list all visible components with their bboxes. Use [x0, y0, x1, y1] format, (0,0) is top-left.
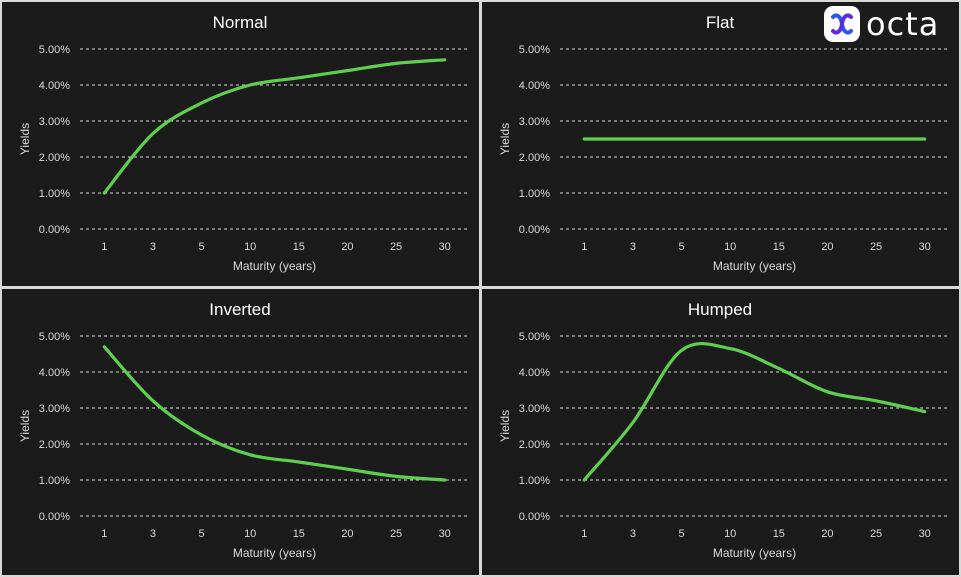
chart-svg-humped: Humped 0.00% 1.00% 2.00% 3.00% 4.00% 5.00% 1 3 5 1… — [498, 300, 949, 560]
x-axis-label: Maturity (years) — [713, 546, 796, 560]
octa-logo-icon — [824, 6, 860, 42]
y-tick-label: 0.00% — [519, 224, 550, 236]
y-tick-label: 0.00% — [519, 511, 550, 523]
x-tick-label: 25 — [390, 528, 402, 540]
x-tick-label: 1 — [101, 528, 107, 540]
y-tick-label: 2.00% — [39, 152, 70, 164]
y-tick-label: 1.00% — [519, 188, 550, 200]
x-tick-label: 20 — [341, 241, 353, 253]
brand-logo: octa — [824, 6, 952, 42]
x-tick-label: 5 — [199, 528, 205, 540]
y-tick-label: 1.00% — [39, 188, 70, 200]
y-tick-label: 4.00% — [519, 80, 550, 92]
x-axis-label: Maturity (years) — [713, 259, 796, 273]
y-axis-label: Yields — [498, 410, 512, 442]
chart-panel-flat: Flat 0.00% 1.00% 2.00% 3.00% 4.00% 5.00% 1 3 5 10 1… — [482, 2, 959, 286]
chart-panel-humped: Humped 0.00% 1.00% 2.00% 3.00% 4.00% 5.00% 1 3 5 1… — [482, 289, 959, 575]
y-tick-label: 0.00% — [39, 511, 70, 523]
x-tick-label: 5 — [199, 241, 205, 253]
chart-svg-inverted: Inverted 0.00% 1.00% 2.00% 3.00% 4.00% 5.00% 1 3… — [18, 300, 469, 560]
x-tick-label: 15 — [773, 528, 785, 540]
x-tick-label: 20 — [821, 241, 833, 253]
chart-panel-normal: Normal 0.00% 1.00% 2.00% 3.00% 4.00% 5.00% 1 3 5 1… — [2, 2, 479, 286]
x-tick-label: 3 — [150, 241, 156, 253]
y-tick-label: 5.00% — [39, 331, 70, 343]
y-axis-label: Yields — [498, 123, 512, 155]
chart-svg-normal: Normal 0.00% 1.00% 2.00% 3.00% 4.00% 5.00% 1 3 5 1… — [18, 13, 469, 273]
y-tick-label: 4.00% — [39, 367, 70, 379]
x-tick-label: 10 — [244, 241, 256, 253]
x-tick-label: 30 — [439, 528, 451, 540]
x-tick-label: 30 — [919, 241, 931, 253]
y-tick-label: 3.00% — [39, 403, 70, 415]
y-tick-label: 2.00% — [519, 152, 550, 164]
chart-title: Normal — [213, 13, 268, 32]
x-tick-label: 25 — [390, 241, 402, 253]
chart-title: Humped — [688, 300, 752, 319]
chart-svg-flat: Flat 0.00% 1.00% 2.00% 3.00% 4.00% 5.00% 1 3 5 10 1… — [498, 13, 949, 273]
y-tick-label: 1.00% — [519, 475, 550, 487]
y-tick-label: 5.00% — [519, 44, 550, 56]
x-tick-label: 10 — [724, 528, 736, 540]
x-tick-label: 10 — [244, 528, 256, 540]
y-axis-label: Yields — [18, 410, 32, 442]
chart-title: Flat — [706, 13, 735, 32]
x-tick-label: 1 — [581, 241, 587, 253]
x-tick-label: 15 — [773, 241, 785, 253]
y-tick-label: 4.00% — [519, 367, 550, 379]
y-tick-label: 3.00% — [519, 116, 550, 128]
y-tick-label: 5.00% — [519, 331, 550, 343]
x-tick-label: 3 — [630, 241, 636, 253]
y-tick-label: 2.00% — [39, 439, 70, 451]
x-axis-label: Maturity (years) — [233, 546, 316, 560]
x-tick-label: 25 — [870, 241, 882, 253]
y-tick-label: 4.00% — [39, 80, 70, 92]
series-line-inverted — [102, 345, 447, 482]
chart-panel-inverted: Inverted 0.00% 1.00% 2.00% 3.00% 4.00% 5.00% 1 3… — [2, 289, 479, 575]
y-tick-label: 3.00% — [519, 403, 550, 415]
x-tick-label: 5 — [679, 241, 685, 253]
x-tick-label: 3 — [150, 528, 156, 540]
chart-title: Inverted — [209, 300, 270, 319]
x-tick-label: 20 — [821, 528, 833, 540]
x-tick-label: 30 — [919, 528, 931, 540]
x-tick-label: 1 — [581, 528, 587, 540]
y-axis-label: Yields — [18, 123, 32, 155]
x-tick-label: 20 — [341, 528, 353, 540]
y-tick-label: 1.00% — [39, 475, 70, 487]
x-tick-label: 25 — [870, 528, 882, 540]
x-tick-label: 15 — [293, 241, 305, 253]
brand-name: octa — [866, 5, 940, 43]
x-tick-label: 1 — [101, 241, 107, 253]
y-tick-label: 5.00% — [39, 44, 70, 56]
x-axis-label: Maturity (years) — [233, 259, 316, 273]
x-tick-label: 5 — [679, 528, 685, 540]
x-tick-label: 3 — [630, 528, 636, 540]
x-tick-label: 10 — [724, 241, 736, 253]
y-tick-label: 3.00% — [39, 116, 70, 128]
x-tick-label: 15 — [293, 528, 305, 540]
series-line-normal — [102, 58, 447, 195]
y-tick-label: 0.00% — [39, 224, 70, 236]
series-line-humped — [582, 342, 927, 482]
x-tick-label: 30 — [439, 241, 451, 253]
y-tick-label: 2.00% — [519, 439, 550, 451]
